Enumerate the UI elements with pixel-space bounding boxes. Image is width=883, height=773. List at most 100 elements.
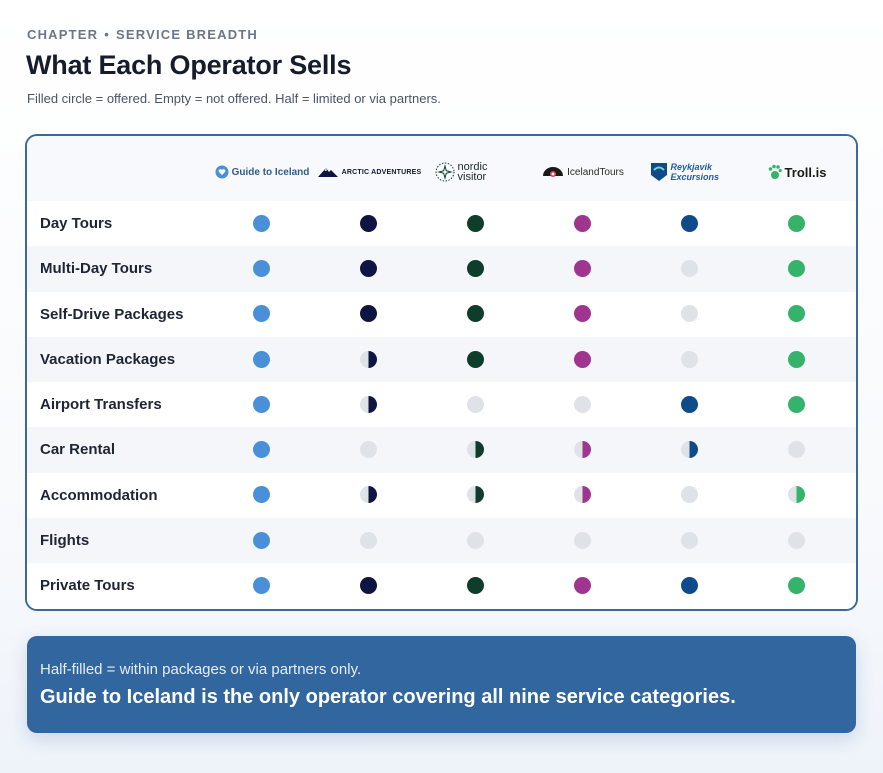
full-circle-icon (253, 486, 270, 504)
full-circle-icon (253, 577, 270, 595)
half-circle-icon (467, 486, 484, 504)
full-circle-icon (253, 350, 270, 368)
service-label: Vacation Packages (40, 350, 176, 368)
eyebrow: CHAPTER • SERVICE BREADTH (27, 27, 258, 42)
full-circle-icon (253, 214, 270, 232)
full-circle-icon (360, 305, 377, 323)
eyebrow-section: SERVICE BREADTH (116, 27, 259, 42)
operator-name: Troll.is (784, 164, 827, 180)
summary-banner: Half-filled = within packages or via par… (27, 636, 856, 733)
half-circle-icon (681, 441, 698, 459)
full-circle-icon (788, 259, 805, 277)
empty-circle-icon (681, 259, 698, 277)
empty-circle-icon (574, 395, 591, 413)
legend-subtitle: Filled circle = offered. Empty = not off… (27, 91, 441, 106)
full-circle-icon (467, 259, 484, 277)
service-row: Vacation Packages (27, 336, 856, 383)
service-label: Flights (40, 532, 90, 550)
full-circle-icon (681, 214, 698, 232)
banner-note: Half-filled = within packages or via par… (40, 661, 362, 678)
full-circle-icon (253, 259, 270, 277)
operator-name: IcelandTours (567, 166, 624, 178)
full-circle-icon (788, 214, 805, 232)
full-circle-icon (253, 531, 270, 549)
full-circle-icon (253, 395, 270, 413)
full-circle-icon (574, 214, 591, 232)
empty-circle-icon (681, 305, 698, 323)
full-circle-icon (681, 577, 698, 595)
empty-circle-icon (788, 531, 805, 549)
service-row: Airport Transfers (27, 382, 856, 428)
eyebrow-chapter: CHAPTER (27, 27, 99, 42)
service-row: Day Tours (27, 201, 856, 247)
empty-circle-icon (467, 395, 484, 413)
half-circle-icon (360, 350, 377, 368)
empty-circle-icon (574, 531, 591, 549)
full-circle-icon (788, 577, 805, 595)
service-label: Multi-Day Tours (40, 260, 153, 278)
full-circle-icon (253, 305, 270, 323)
operator-name: ARCTIC ADVENTURES (341, 168, 422, 176)
empty-circle-icon (360, 531, 377, 549)
half-circle-icon (574, 486, 591, 504)
half-circle-icon (360, 486, 377, 504)
service-matrix-card: Guide to Iceland ARCTIC ADVENTURES nordic … (25, 134, 858, 611)
empty-circle-icon (467, 531, 484, 549)
half-circle-icon (360, 395, 377, 413)
service-rows: Day Tours Multi-Day Tours Self-Drive Packa… (27, 201, 856, 609)
mountain-icon (317, 165, 339, 179)
full-circle-icon (360, 577, 377, 595)
operator-logo: Troll.is (742, 156, 852, 188)
compass-star-icon (435, 162, 455, 182)
operator-logo: ARCTIC ADVENTURES (314, 156, 424, 188)
page-title: What Each Operator Sells (26, 50, 352, 80)
service-row: Multi-Day Tours (27, 246, 856, 292)
full-circle-icon (467, 350, 484, 368)
full-circle-icon (574, 305, 591, 323)
operator-name: nordic visitor (457, 161, 488, 183)
operator-name: Reykjavik Excursions (670, 162, 720, 182)
service-label: Private Tours (40, 577, 135, 595)
full-circle-icon (467, 577, 484, 595)
full-circle-icon (253, 441, 270, 459)
banner-headline: Guide to Iceland is the only operator co… (40, 686, 736, 708)
full-circle-icon (360, 214, 377, 232)
half-circle-icon (574, 441, 591, 459)
service-label: Car Rental (40, 441, 116, 459)
operator-logo: Reykjavik Excursions (635, 156, 745, 188)
service-row: Accommodation (27, 472, 856, 519)
full-circle-icon (467, 214, 484, 232)
operator-logo: IcelandTours (528, 156, 638, 188)
empty-circle-icon (788, 441, 805, 459)
eye-logo-icon (542, 166, 564, 178)
service-label: Accommodation (40, 486, 158, 504)
operator-name: Guide to Iceland (231, 166, 310, 178)
operator-logo: Guide to Iceland (207, 156, 317, 188)
flag-icon (650, 162, 668, 182)
operator-header-row: Guide to Iceland ARCTIC ADVENTURES nordic … (27, 136, 856, 201)
full-circle-icon (360, 259, 377, 277)
empty-circle-icon (360, 441, 377, 459)
empty-circle-icon (681, 531, 698, 549)
full-circle-icon (788, 350, 805, 368)
full-circle-icon (681, 395, 698, 413)
operator-logo: nordic visitor (421, 156, 531, 188)
half-circle-icon (467, 441, 484, 459)
service-label: Self-Drive Packages (40, 305, 184, 323)
full-circle-icon (788, 305, 805, 323)
full-circle-icon (574, 350, 591, 368)
service-row: Private Tours (27, 563, 856, 609)
empty-circle-icon (681, 350, 698, 368)
full-circle-icon (574, 259, 591, 277)
service-label: Day Tours (40, 215, 113, 232)
full-circle-icon (467, 305, 484, 323)
troll-paw-icon (768, 164, 782, 180)
service-row: Car Rental (27, 427, 856, 473)
service-label: Airport Transfers (40, 396, 162, 414)
full-circle-icon (574, 577, 591, 595)
heart-shield-icon (215, 165, 229, 179)
half-circle-icon (788, 486, 805, 504)
full-circle-icon (788, 395, 805, 413)
empty-circle-icon (681, 486, 698, 504)
eyebrow-separator: • (104, 27, 111, 42)
